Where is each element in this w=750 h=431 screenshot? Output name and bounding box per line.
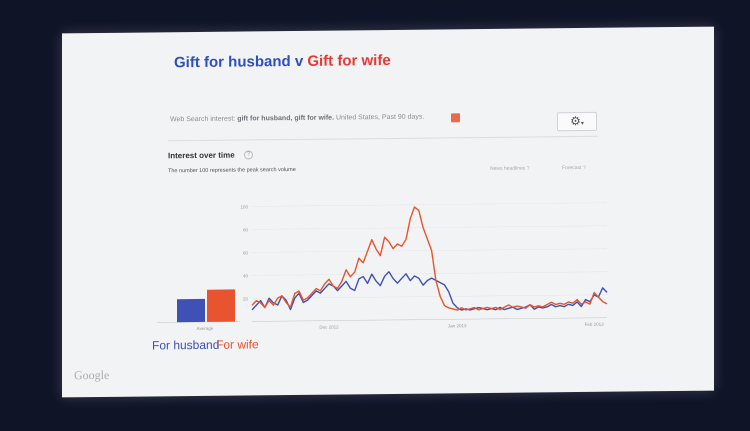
y-tick-label: 60: [243, 250, 249, 255]
wife-bar-label: For wife: [216, 337, 259, 352]
average-label: Average: [197, 326, 214, 331]
y-tick-label: 40: [243, 273, 249, 278]
x-tick-label: Jan 2013: [448, 323, 467, 328]
series-line: [251, 206, 608, 311]
series-line: [251, 270, 608, 311]
x-axis-baseline: [252, 317, 607, 322]
average-bar: [177, 298, 205, 323]
gridline: [252, 225, 607, 230]
gridline: [252, 248, 607, 253]
gridline: [252, 294, 607, 299]
slide: Gift for husband v Gift for wife Web Sea…: [62, 26, 714, 398]
interest-chart: 100 80 60 40 20 Dec 2012 Jan 2013 Feb 2013 Avera…: [157, 202, 608, 331]
average-bar: [207, 289, 235, 322]
x-tick-label: Dec 2012: [319, 325, 339, 330]
husband-bar-label: For husband: [152, 337, 220, 353]
x-tick-label: Feb 2013: [585, 322, 605, 327]
y-tick-label: 20: [243, 296, 249, 301]
gridline: [252, 271, 607, 276]
y-tick-label: 100: [240, 204, 248, 209]
google-logo: Google: [74, 367, 110, 383]
gridline: [252, 202, 607, 207]
y-tick-label: 80: [243, 227, 249, 232]
